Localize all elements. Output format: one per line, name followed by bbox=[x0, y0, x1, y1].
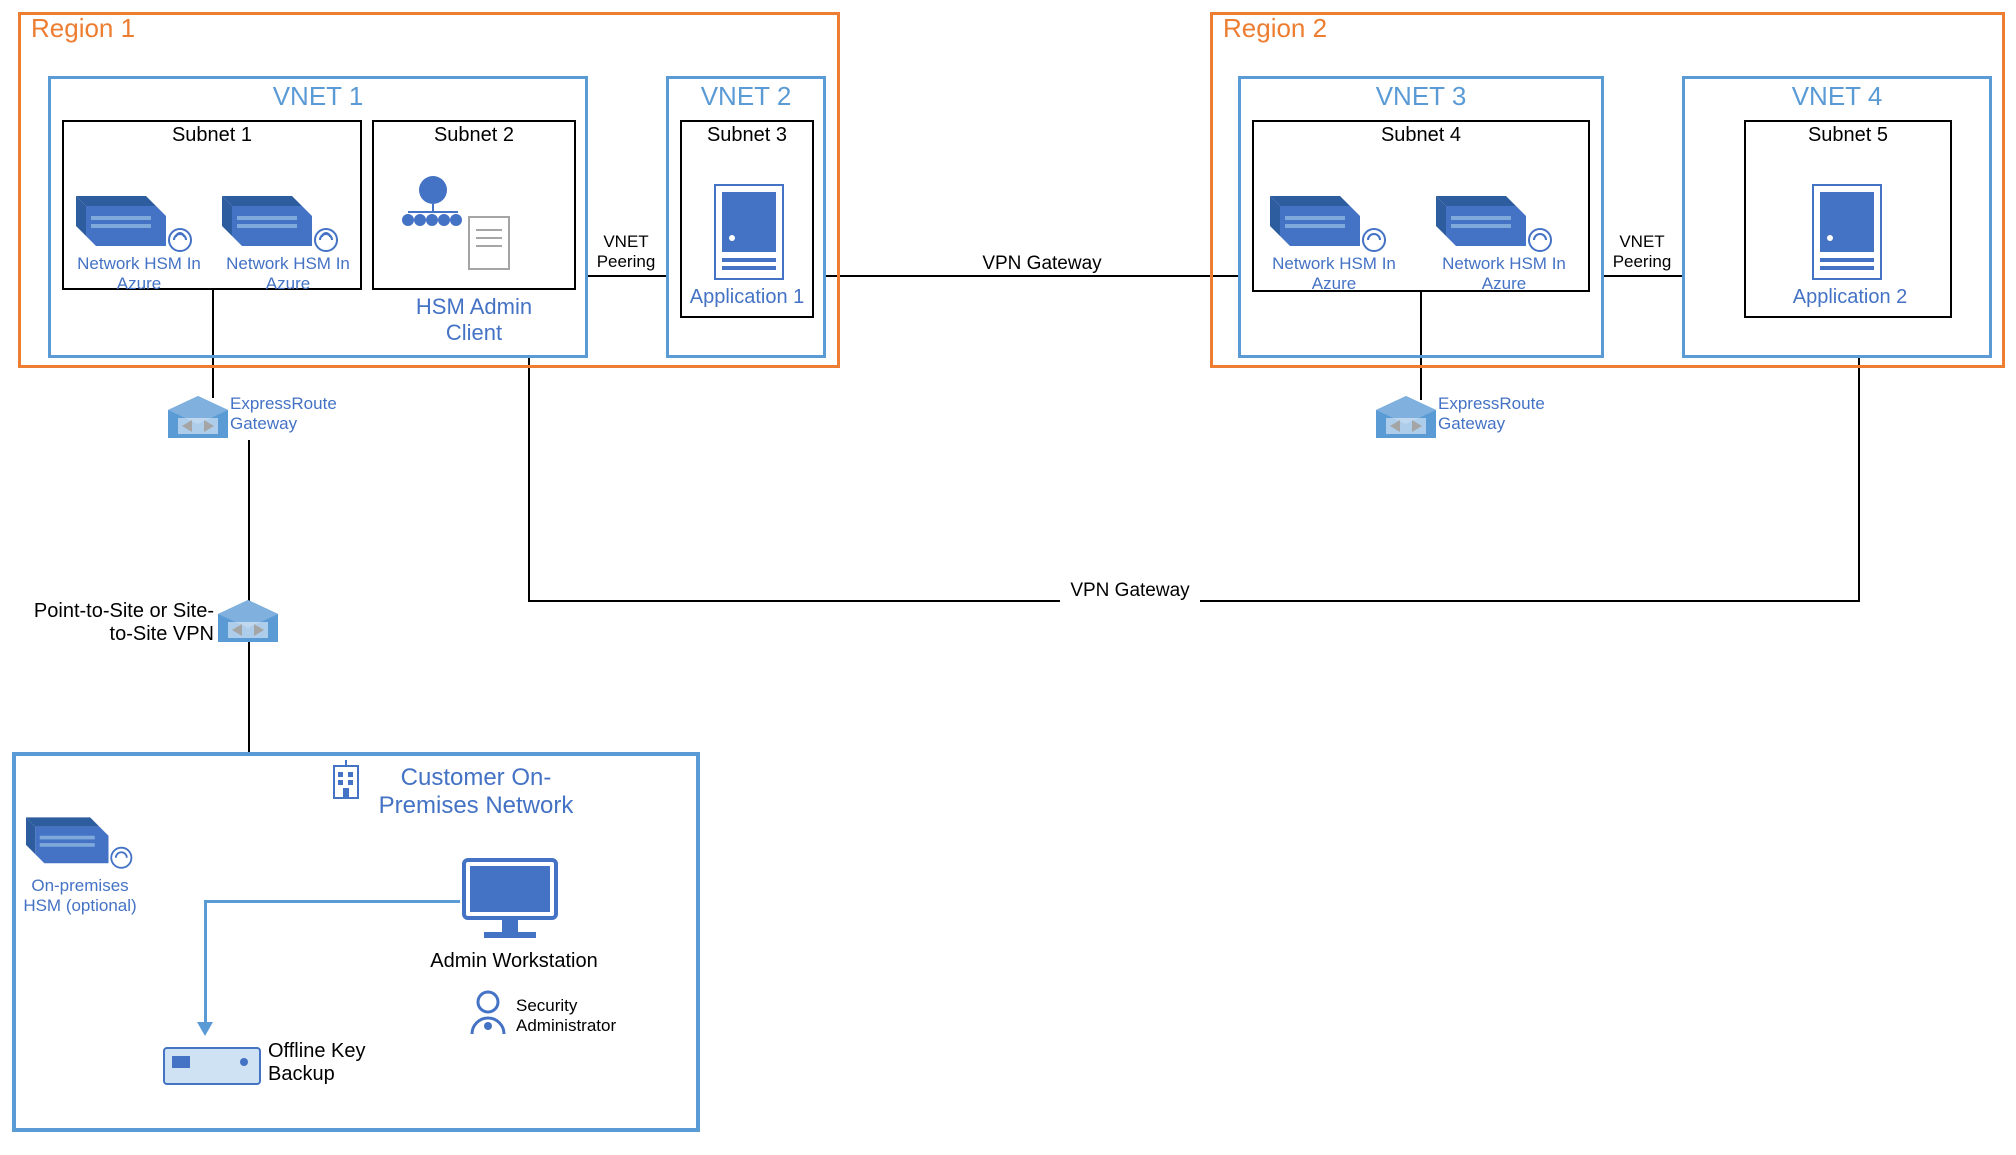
flow-line-h bbox=[204, 900, 460, 903]
gateway-icon bbox=[1376, 396, 1436, 442]
app-1-label: Application 1 bbox=[684, 286, 810, 309]
onprem-title: Customer On-Premises Network bbox=[376, 764, 576, 820]
workstation-icon bbox=[460, 856, 560, 942]
hsm-1a-label: Network HSM In Azure bbox=[65, 254, 213, 294]
edge-vpn-gateway-top bbox=[826, 275, 1238, 277]
vnet-2-title: VNET 2 bbox=[669, 81, 823, 112]
server-icon bbox=[1436, 196, 1556, 254]
hsm-2a-label: Network HSM In Azure bbox=[1258, 254, 1410, 294]
er-gw-1-label: ExpressRoute Gateway bbox=[230, 394, 350, 434]
flow-line-v bbox=[204, 900, 207, 1024]
edge-bottom-left-v bbox=[528, 358, 530, 602]
er-gw-2-label: ExpressRoute Gateway bbox=[1438, 394, 1558, 434]
admin-ws-label: Admin Workstation bbox=[418, 950, 610, 973]
sec-admin-label: Security Administrator bbox=[516, 996, 646, 1036]
hsm-1b-label: Network HSM In Azure bbox=[214, 254, 362, 294]
gateway-icon bbox=[218, 600, 278, 646]
gateway-icon bbox=[168, 396, 228, 442]
person-icon bbox=[466, 990, 510, 1038]
region-2-label: Region 2 bbox=[1223, 13, 1327, 44]
offline-key-label: Offline Key Backup bbox=[268, 1040, 388, 1086]
server-icon bbox=[76, 196, 196, 254]
backup-device-icon bbox=[162, 1036, 262, 1086]
vnet-3-title: VNET 3 bbox=[1241, 81, 1601, 112]
app-2-label: Application 2 bbox=[1760, 286, 1940, 309]
arrow-down-icon bbox=[197, 1022, 213, 1036]
edge-bottom-right-v bbox=[1858, 358, 1860, 602]
subnet-2-title: Subnet 2 bbox=[374, 124, 574, 147]
vpn-gw-label: Point-to-Site or Site-to-Site VPN bbox=[28, 600, 214, 646]
label-vpn-gateway-bottom: VPN Gateway bbox=[1060, 580, 1200, 602]
document-icon bbox=[468, 216, 510, 270]
subnet-3-title: Subnet 3 bbox=[682, 124, 812, 147]
subnet-1-title: Subnet 1 bbox=[64, 124, 360, 147]
app-icon bbox=[714, 184, 784, 280]
vnet-1-title: VNET 1 bbox=[51, 81, 585, 112]
server-icon bbox=[26, 816, 136, 872]
hsm-2b-label: Network HSM In Azure bbox=[1428, 254, 1580, 294]
app-icon bbox=[1812, 184, 1882, 280]
subnet-5-title: Subnet 5 bbox=[1746, 124, 1950, 147]
edge-vpn-to-onprem bbox=[248, 640, 250, 754]
building-icon bbox=[326, 760, 366, 800]
region-1-label: Region 1 bbox=[31, 13, 135, 44]
vnet-4-title: VNET 4 bbox=[1685, 81, 1989, 112]
label-vpn-gateway-top: VPN Gateway bbox=[972, 253, 1112, 275]
subnet-4-title: Subnet 4 bbox=[1254, 124, 1588, 147]
hsm-admin-label: HSM Admin Client bbox=[388, 294, 560, 346]
server-icon bbox=[1270, 196, 1390, 254]
onprem-hsm-label: On-premises HSM (optional) bbox=[18, 876, 142, 916]
server-icon bbox=[222, 196, 342, 254]
